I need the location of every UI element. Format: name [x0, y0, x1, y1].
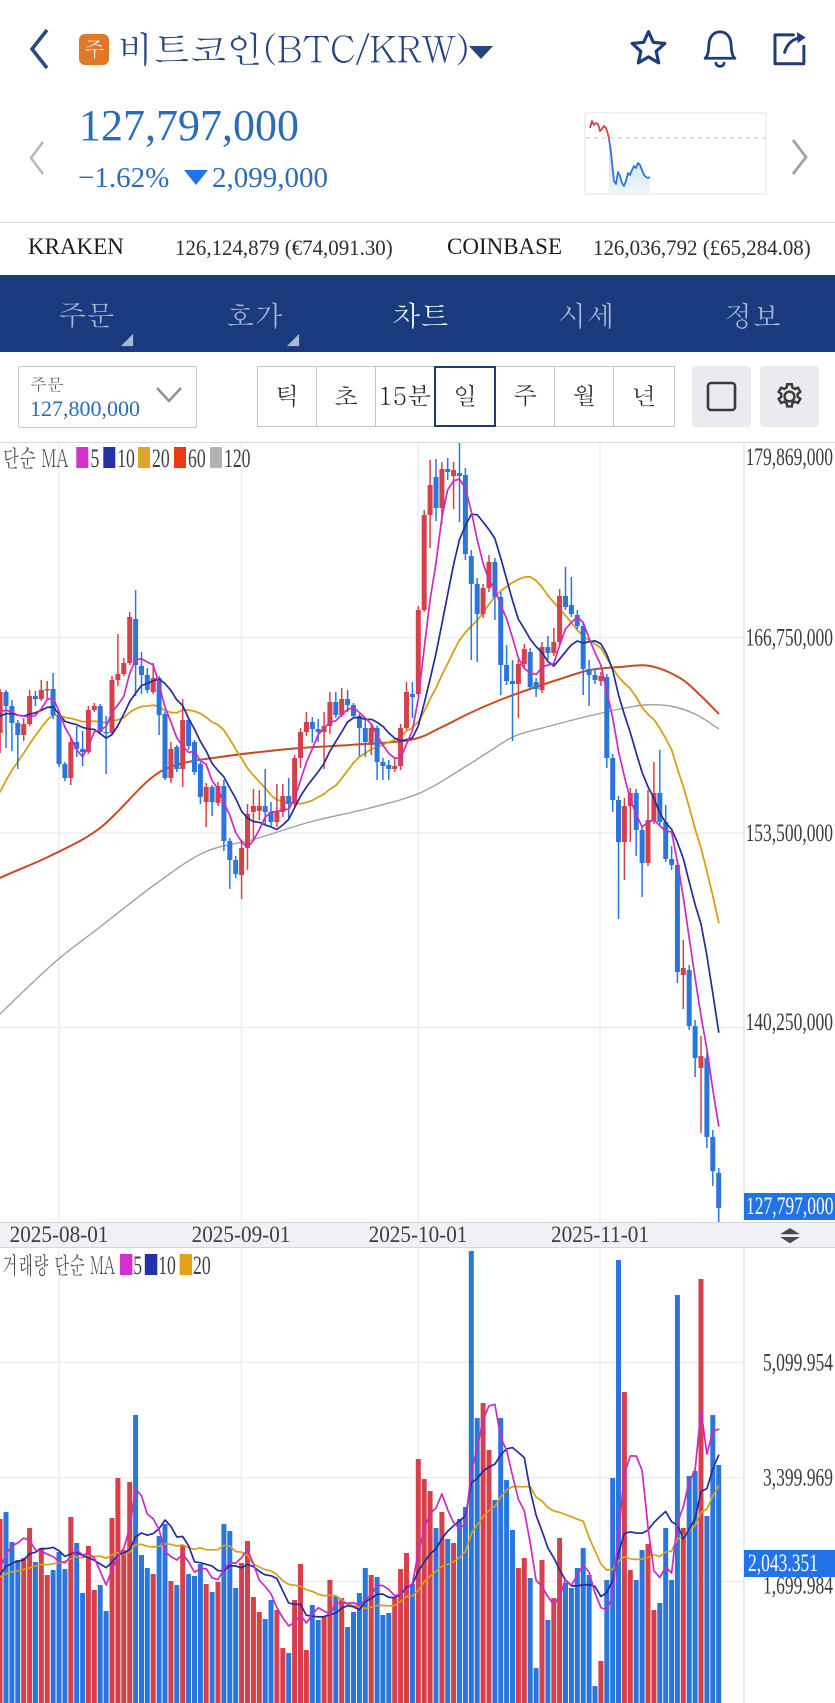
- svg-text:3,399.969: 3,399.969: [763, 1464, 833, 1492]
- svg-text:166,750,000: 166,750,000: [746, 623, 833, 651]
- svg-text:10: 10: [158, 1251, 176, 1280]
- svg-text:120: 120: [224, 444, 251, 473]
- svg-text:127,797,000: 127,797,000: [746, 1192, 833, 1220]
- svg-text:140,250,000: 140,250,000: [746, 1008, 833, 1036]
- svg-text:20: 20: [152, 444, 170, 473]
- svg-text:5: 5: [91, 444, 100, 473]
- svg-text:10: 10: [117, 444, 135, 473]
- svg-text:20: 20: [193, 1251, 211, 1280]
- svg-text:5,099.954: 5,099.954: [763, 1348, 833, 1376]
- svg-text:5: 5: [133, 1251, 142, 1280]
- svg-text:2,043.351: 2,043.351: [748, 1549, 818, 1577]
- svg-text:179,869,000: 179,869,000: [746, 443, 833, 471]
- svg-text:153,500,000: 153,500,000: [746, 819, 833, 847]
- svg-text:60: 60: [188, 444, 206, 473]
